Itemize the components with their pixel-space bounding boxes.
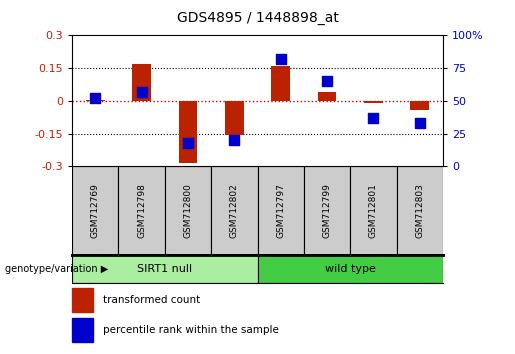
Bar xyxy=(304,166,350,255)
Text: percentile rank within the sample: percentile rank within the sample xyxy=(103,325,279,335)
Point xyxy=(277,56,285,62)
Point xyxy=(230,137,238,143)
Bar xyxy=(132,64,151,101)
Text: GSM712769: GSM712769 xyxy=(91,183,100,238)
Text: GSM712799: GSM712799 xyxy=(322,183,332,238)
Point xyxy=(369,115,377,121)
Bar xyxy=(350,166,397,255)
Text: GSM712802: GSM712802 xyxy=(230,183,239,238)
Text: GSM712803: GSM712803 xyxy=(415,183,424,238)
Point xyxy=(416,120,424,126)
Text: GSM712800: GSM712800 xyxy=(183,183,193,238)
Bar xyxy=(258,166,304,255)
Bar xyxy=(318,92,336,101)
Text: GSM712801: GSM712801 xyxy=(369,183,378,238)
Text: GSM712798: GSM712798 xyxy=(137,183,146,238)
Bar xyxy=(118,166,165,255)
Bar xyxy=(397,166,443,255)
Bar xyxy=(72,255,258,283)
Bar xyxy=(211,166,258,255)
Text: SIRT1 null: SIRT1 null xyxy=(137,264,193,274)
Point xyxy=(138,89,146,95)
Bar xyxy=(225,101,244,135)
Bar xyxy=(86,100,105,101)
Bar xyxy=(72,318,93,342)
Text: GDS4895 / 1448898_at: GDS4895 / 1448898_at xyxy=(177,11,338,25)
Text: GSM712797: GSM712797 xyxy=(276,183,285,238)
Bar xyxy=(364,101,383,103)
Bar xyxy=(72,166,118,255)
Bar xyxy=(271,66,290,101)
Bar xyxy=(72,288,93,312)
Bar xyxy=(179,101,197,163)
Bar xyxy=(258,255,443,283)
Text: transformed count: transformed count xyxy=(103,295,200,305)
Point xyxy=(91,96,99,101)
Bar xyxy=(165,166,211,255)
Bar xyxy=(410,101,429,110)
Point xyxy=(323,79,331,84)
Text: wild type: wild type xyxy=(325,264,375,274)
Text: genotype/variation ▶: genotype/variation ▶ xyxy=(5,264,108,274)
Point xyxy=(184,140,192,145)
